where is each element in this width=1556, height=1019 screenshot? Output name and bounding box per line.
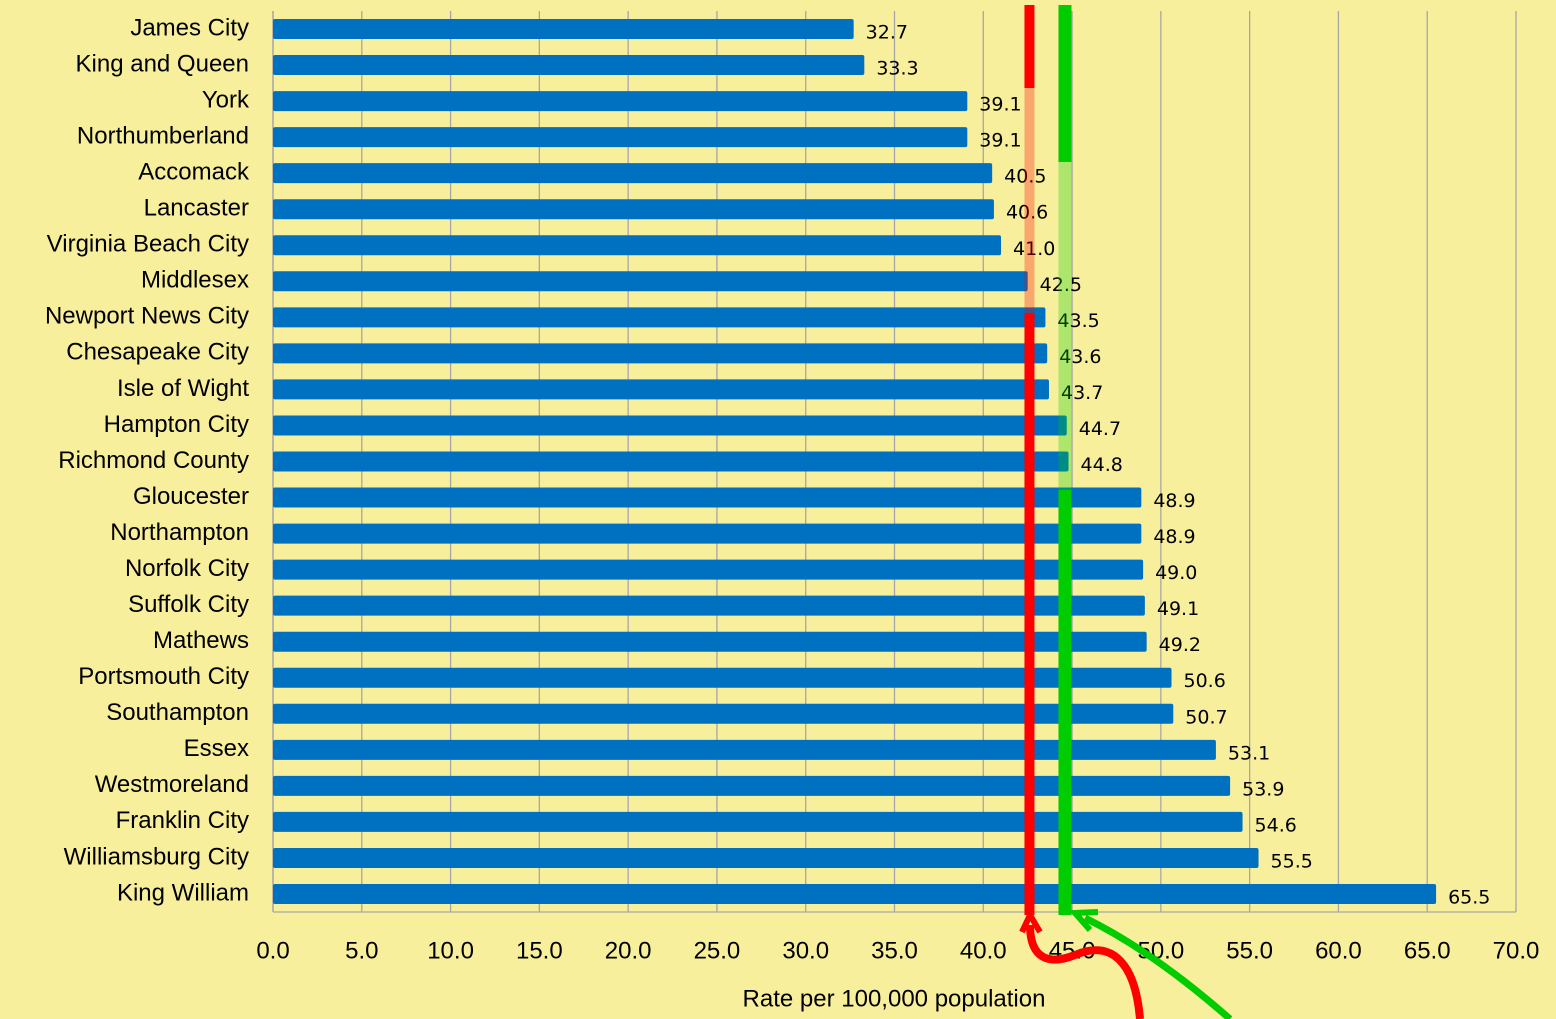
y-tick-label: King William [117, 879, 249, 906]
x-tick-label: 30.0 [782, 937, 829, 964]
value-label: 39.1 [979, 94, 1021, 116]
value-label: 39.1 [979, 130, 1021, 152]
y-tick-label: Northumberland [77, 122, 249, 149]
y-tick-label: Richmond County [58, 447, 249, 474]
value-label: 48.9 [1153, 490, 1195, 512]
value-label: 53.9 [1242, 778, 1284, 800]
y-tick-label: Essex [184, 735, 249, 762]
green-arrowhead [1068, 909, 1099, 932]
bar [273, 379, 1049, 400]
value-label: 49.0 [1155, 562, 1197, 584]
y-tick-label: Lancaster [144, 195, 249, 222]
y-tick-label: Mathews [153, 627, 249, 654]
bar [273, 235, 1002, 256]
value-label: 54.6 [1255, 814, 1297, 836]
bar [273, 667, 1172, 688]
x-tick-label: 20.0 [605, 937, 652, 964]
y-tick-label: Northampton [110, 519, 249, 546]
x-tick-label: 65.0 [1404, 937, 1451, 964]
value-label: 40.6 [1006, 202, 1048, 224]
bar [273, 127, 968, 148]
x-tick-label: 10.0 [427, 937, 474, 964]
value-label: 43.7 [1061, 382, 1103, 404]
x-tick-label: 70.0 [1493, 937, 1540, 964]
value-label: 41.0 [1013, 238, 1055, 260]
x-tick-label: 0.0 [256, 937, 289, 964]
value-label: 33.3 [876, 58, 918, 80]
value-label: 32.7 [866, 22, 908, 44]
bar [273, 595, 1145, 616]
value-label: 42.5 [1040, 274, 1082, 296]
value-label: 65.5 [1448, 886, 1490, 908]
x-tick-label: 40.0 [960, 937, 1007, 964]
y-tick-label: York [202, 86, 250, 113]
y-tick-label: Accomack [138, 159, 250, 186]
red-arrow [1026, 924, 1144, 1019]
y-tick-label: Virginia Beach City [47, 231, 249, 258]
x-tick-label: 5.0 [345, 937, 378, 964]
y-tick-label: Gloucester [133, 483, 249, 510]
bar [273, 523, 1142, 544]
bar [273, 19, 854, 40]
y-tick-label: Hampton City [104, 411, 249, 438]
x-tick-label: 25.0 [694, 937, 741, 964]
value-label: 55.5 [1271, 850, 1313, 872]
y-tick-label: Chesapeake City [66, 339, 249, 366]
value-label: 48.9 [1153, 526, 1195, 548]
y-tick-label: Williamsburg City [64, 843, 249, 870]
green-arrow [1083, 914, 1233, 1019]
x-tick-label: 35.0 [871, 937, 918, 964]
bar [273, 847, 1259, 868]
y-tick-label: Southampton [106, 699, 249, 726]
bar [273, 559, 1144, 580]
bar [273, 451, 1069, 472]
bar [273, 307, 1046, 328]
value-label: 49.2 [1159, 634, 1201, 656]
y-tick-label: King and Queen [76, 50, 249, 77]
value-label: 43.5 [1057, 310, 1099, 332]
bar [273, 163, 993, 184]
y-tick-label: Portsmouth City [78, 663, 249, 690]
y-tick-label: Isle of Wight [117, 375, 249, 402]
value-label: 40.5 [1004, 166, 1046, 188]
y-tick-label: Suffolk City [128, 591, 249, 618]
x-tick-label: 55.0 [1226, 937, 1273, 964]
y-tick-label: Westmoreland [95, 771, 249, 798]
y-tick-label: Middlesex [141, 267, 249, 294]
bar [273, 775, 1231, 796]
bar [273, 343, 1048, 364]
bar [273, 199, 994, 220]
x-tick-label: 60.0 [1315, 937, 1362, 964]
bar [273, 91, 968, 112]
bar [273, 703, 1174, 724]
y-tick-label: Norfolk City [125, 555, 249, 582]
bar [273, 55, 865, 76]
value-label: 50.7 [1185, 706, 1227, 728]
value-label: 44.8 [1081, 454, 1123, 476]
bar [273, 487, 1142, 508]
value-label: 44.7 [1079, 418, 1121, 440]
red-arrowhead [1019, 908, 1043, 934]
bar [273, 739, 1216, 760]
annotation-arrows [1019, 908, 1233, 1019]
x-axis-title: Rate per 100,000 population [743, 985, 1046, 1012]
bar [273, 631, 1147, 652]
value-label: 50.6 [1184, 670, 1226, 692]
value-label: 49.1 [1157, 598, 1199, 620]
y-tick-label: James City [130, 14, 249, 41]
value-label: 43.6 [1059, 346, 1101, 368]
bar [273, 883, 1437, 904]
value-label: 53.1 [1228, 742, 1270, 764]
bar [273, 811, 1243, 832]
x-tick-label: 15.0 [516, 937, 563, 964]
bar [273, 271, 1028, 292]
y-tick-label: Franklin City [116, 807, 249, 834]
bar [273, 415, 1067, 436]
y-tick-label: Newport News City [45, 303, 249, 330]
